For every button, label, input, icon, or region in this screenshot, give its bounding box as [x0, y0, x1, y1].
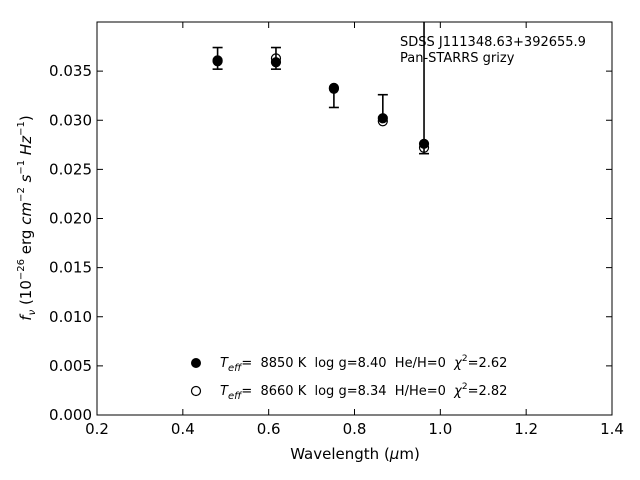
legend-marker-filled: [191, 358, 201, 368]
legend-label-2: Teff= 8660 K log g=8.34 H/He=0 χ2=2.82: [220, 382, 507, 402]
x-axis-label: Wavelength (μm): [290, 445, 420, 463]
legend-marker-open: [190, 385, 202, 397]
model-point-filled: [418, 138, 430, 149]
legend-label-1: Teff= 8850 K log g=8.40 He/H=0 χ2=2.62: [220, 354, 507, 374]
y-tick-label: 0.030: [49, 111, 92, 129]
data-points: [212, 53, 430, 153]
y-tick-label: 0.010: [49, 308, 92, 326]
y-tick-label: 0.020: [49, 210, 92, 228]
error-bars: [212, 22, 430, 155]
x-tick-label: 0.8: [343, 420, 367, 438]
y-tick-label: 0.005: [49, 357, 92, 375]
annotation-survey: Pan-STARRS grizy: [400, 51, 515, 66]
y-tick-label: 0.000: [49, 406, 92, 424]
x-tick-label: 0.4: [171, 420, 195, 438]
model-point-filled: [212, 55, 223, 66]
model-point-filled: [328, 82, 339, 93]
y-tick-label: 0.035: [49, 62, 92, 80]
model-point-filled: [377, 113, 388, 124]
x-tick-label: 1.4: [600, 420, 624, 438]
x-tick-label: 1.0: [428, 420, 452, 438]
axis-ticks: 0.2 0.4 0.6 0.8 1.0 1.2 1.4 0.000 0.005 0.010 0.01…: [49, 22, 624, 438]
x-tick-label: 0.6: [257, 420, 281, 438]
x-tick-label: 0.2: [85, 420, 109, 438]
legend: Teff= 8850 K log g=8.40 He/H=0 χ2=2.62 T…: [190, 354, 507, 402]
x-tick-label: 1.2: [514, 420, 538, 438]
model-point-filled: [270, 57, 282, 68]
annotation-object: SDSS J111348.63+392655.9: [400, 35, 586, 50]
y-axis-label: fν (10−26 erg cm−2 s−1 Hz−1): [16, 115, 38, 320]
y-tick-label: 0.025: [49, 160, 92, 178]
y-tick-label: 0.015: [49, 259, 92, 277]
